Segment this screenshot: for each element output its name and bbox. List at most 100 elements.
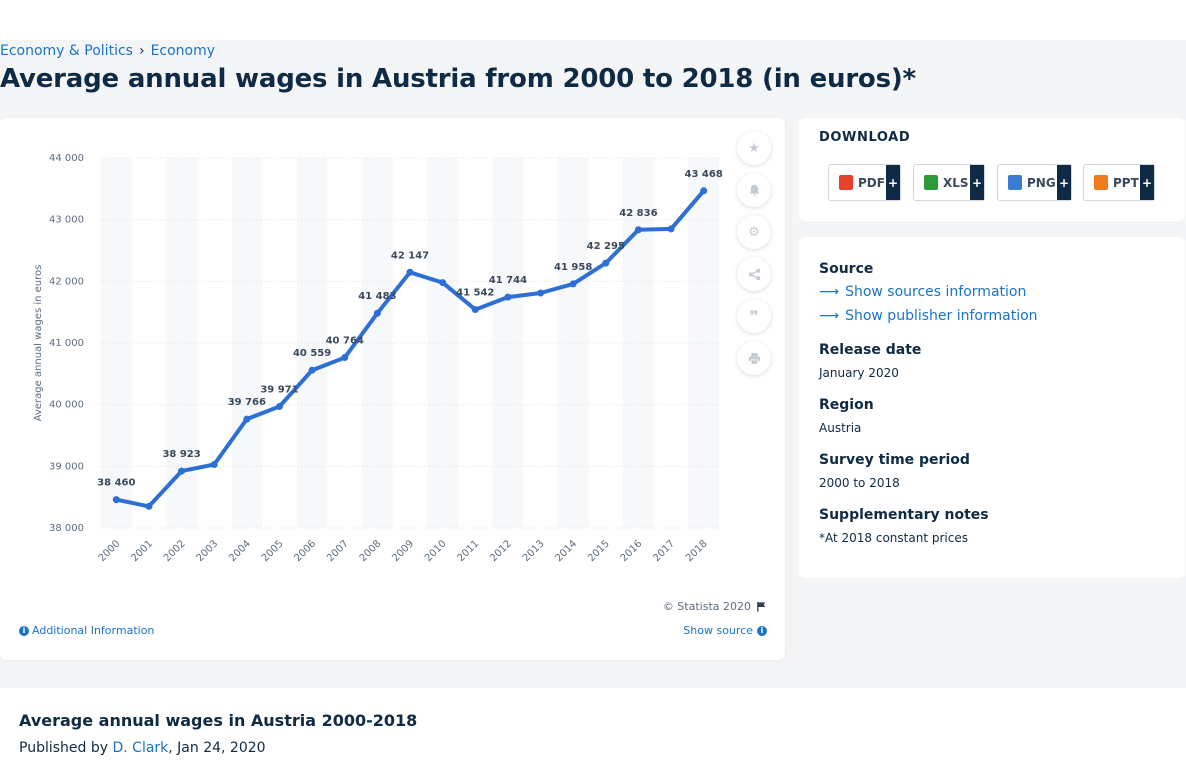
additional-information-link[interactable]: i Additional Information (19, 624, 154, 637)
copyright-text: © Statista 2020 (662, 600, 751, 613)
data-label: 42 836 (619, 208, 657, 219)
data-point (373, 309, 381, 317)
survey-period-value: 2000 to 2018 (819, 476, 900, 490)
show-source-link[interactable]: Show source i (683, 624, 767, 637)
data-label: 40 559 (293, 348, 331, 359)
data-label: 41 542 (456, 288, 494, 299)
download-ppt-label: PPT (1113, 175, 1139, 190)
x-tick-label: 2005 (260, 538, 286, 564)
gear-icon: ⚙ (748, 224, 760, 240)
show-publisher-link[interactable]: ⟶ Show publisher information (819, 308, 1038, 324)
cite-button[interactable]: ❞ (737, 299, 771, 333)
download-png-plus[interactable]: + (1057, 165, 1071, 200)
data-label: 41 958 (554, 262, 592, 273)
download-panel: DOWNLOAD PDF + XLS + PNG + PPT + (799, 118, 1185, 221)
data-label: 42 147 (391, 250, 429, 261)
chart-tools: ★ ⚙ ❞ (737, 131, 773, 383)
arrow-right-icon: ⟶ (819, 284, 840, 300)
additional-information-label: Additional Information (32, 624, 155, 637)
line-chart: 38 000 39 000 40 000 41 000 42 000 43 000 44 0… (33, 153, 723, 564)
y-tick-label: 43 000 (49, 215, 84, 226)
png-file-icon (1008, 175, 1022, 190)
pdf-file-icon (839, 175, 853, 190)
data-label: 38 460 (97, 478, 135, 489)
author-link[interactable]: D. Clark (112, 740, 169, 756)
data-point (634, 226, 642, 234)
download-png-button[interactable]: PNG + (997, 164, 1072, 201)
star-icon: ★ (748, 140, 760, 156)
data-point (178, 467, 186, 475)
published-prefix: Published by (19, 740, 109, 756)
data-label: 39 971 (260, 384, 298, 395)
data-label: 42 295 (587, 241, 625, 252)
column-band (492, 158, 524, 528)
breadcrumb-separator: › (138, 43, 145, 59)
data-point (537, 289, 545, 297)
y-tick-label: 40 000 (49, 400, 84, 411)
data-point (667, 225, 675, 233)
print-icon (748, 352, 760, 364)
download-title: DOWNLOAD (819, 130, 911, 145)
data-label: 39 766 (228, 397, 266, 408)
x-tick-label: 2014 (554, 538, 580, 564)
share-icon (748, 268, 760, 280)
x-tick-label: 2010 (423, 538, 449, 564)
region-value: Austria (819, 421, 862, 435)
survey-period-label: Survey time period (819, 452, 970, 468)
download-pdf-plus[interactable]: + (886, 165, 900, 200)
x-tick-label: 2008 (358, 538, 384, 564)
show-source-label: Show source (683, 624, 753, 637)
x-tick-label: 2006 (292, 538, 318, 564)
breadcrumb-economy-politics[interactable]: Economy & Politics (0, 43, 133, 59)
x-tick-label: 2011 (456, 538, 482, 564)
copyright-notice: © Statista 2020 (663, 600, 767, 613)
data-label: 43 468 (685, 169, 723, 180)
x-tick-label: 2016 (619, 538, 645, 564)
x-tick-label: 2001 (129, 538, 155, 564)
breadcrumb: Economy & Politics › Economy (0, 43, 215, 59)
data-point (275, 402, 283, 410)
flag-icon[interactable] (756, 601, 767, 612)
info-icon: i (757, 625, 767, 636)
data-label: 38 923 (162, 449, 200, 460)
download-pdf-button[interactable]: PDF + (828, 164, 901, 201)
data-point (471, 306, 479, 314)
data-point (341, 354, 349, 362)
y-tick-label: 39 000 (49, 461, 84, 472)
download-xls-button[interactable]: XLS + (913, 164, 985, 201)
data-point (569, 280, 577, 288)
chart-card: 38 000 39 000 40 000 41 000 42 000 43 000 44 0… (0, 118, 785, 660)
download-xls-plus[interactable]: + (970, 165, 984, 200)
breadcrumb-economy[interactable]: Economy (150, 43, 216, 59)
x-tick-label: 2009 (390, 538, 416, 564)
arrow-right-icon: ⟶ (819, 308, 840, 324)
show-sources-link[interactable]: ⟶ Show sources information (819, 284, 1026, 300)
bell-icon (748, 184, 760, 196)
download-ppt-plus[interactable]: + (1140, 165, 1154, 200)
release-date-value: January 2020 (819, 366, 899, 380)
published-date: , Jan 24, 2020 (168, 740, 266, 756)
print-button[interactable] (737, 341, 771, 375)
y-tick-label: 41 000 (49, 338, 84, 349)
source-label: Source (819, 261, 874, 277)
x-tick-label: 2015 (586, 538, 612, 564)
settings-button[interactable]: ⚙ (737, 215, 771, 249)
data-point (700, 187, 708, 195)
top-bar (0, 0, 1186, 40)
data-point (504, 293, 512, 301)
data-label: 40 764 (326, 336, 364, 347)
x-tick-label: 2007 (325, 538, 351, 564)
column-band (231, 158, 263, 528)
published-by: Published by D. Clark, Jan 24, 2020 (19, 740, 266, 756)
data-point (406, 268, 414, 276)
favorite-button[interactable]: ★ (737, 131, 771, 165)
download-png-label: PNG (1027, 175, 1056, 190)
release-date-label: Release date (819, 342, 922, 358)
y-tick-label: 38 000 (49, 523, 84, 534)
x-tick-label: 2003 (195, 538, 221, 564)
notification-button[interactable] (737, 173, 771, 207)
supplementary-notes-value: *At 2018 constant prices (819, 531, 968, 545)
share-button[interactable] (737, 257, 771, 291)
x-tick-label: 2017 (651, 538, 677, 564)
download-ppt-button[interactable]: PPT + (1083, 164, 1155, 201)
